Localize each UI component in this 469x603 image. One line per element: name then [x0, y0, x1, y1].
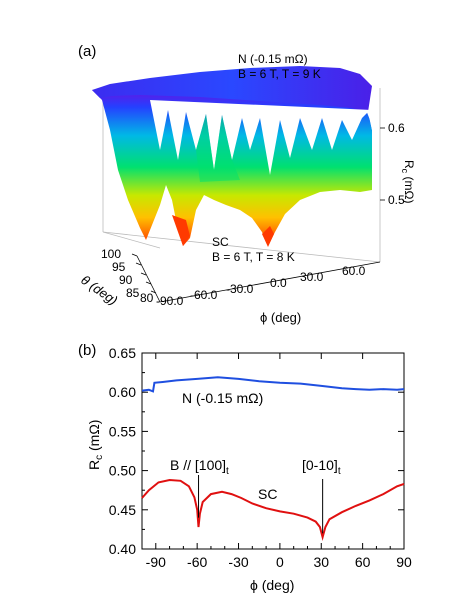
annotation-normal: N (-0.15 mΩ)	[182, 390, 263, 406]
panel-a: (a) N (-0.15 mΩ) B = 6 T, T = 9 K SC B =…	[78, 43, 416, 325]
theta-tick-label: 100	[101, 247, 121, 261]
annotation-sc: SC	[258, 486, 277, 502]
y-tick-label: 0.40	[109, 541, 136, 557]
x-tick-label: -60	[187, 554, 207, 570]
panel-a-label: (a)	[78, 43, 96, 60]
x-tick-label: 0	[276, 554, 284, 570]
surface-spikes	[150, 100, 372, 175]
panel-a-normal-condition: B = 6 T, T = 9 K	[238, 67, 321, 81]
series-line	[141, 376, 405, 393]
x-tick-label: 30	[313, 554, 329, 570]
series-line	[141, 478, 405, 542]
panel-a-normal-label: N (-0.15 mΩ)	[238, 52, 308, 66]
annotation-b-100: B // [100]t	[170, 457, 229, 477]
phi-tick-label: -90.0	[156, 294, 184, 308]
panel-a-box	[102, 88, 381, 263]
theta-axis-label: θ (deg)	[78, 272, 120, 308]
panel-b: (b) 0.40 0.45 0.50 0.55 0.60 0.65 -90 -60 -30 0 3…	[78, 342, 412, 593]
panel-b-label: (b)	[78, 342, 96, 359]
x-tick-label: 90	[396, 554, 412, 570]
y-axis: 0.40 0.45 0.50 0.55 0.60 0.65	[109, 345, 404, 557]
surface-top-face	[92, 66, 372, 112]
panel-a-surface	[92, 66, 372, 247]
y-tick-label: 0.45	[109, 502, 136, 518]
surface-green-valley	[196, 114, 240, 182]
x-tick-label: -30	[228, 554, 248, 570]
x-tick-label: 60	[355, 554, 371, 570]
surface-red-dip-left	[172, 215, 190, 246]
z-axis-label: Rc (mΩ)	[400, 160, 416, 203]
theta-tick-label: 80	[140, 291, 154, 305]
panel-a-sc-label: SC	[212, 235, 229, 249]
y-tick-label: 0.50	[109, 463, 136, 479]
panel-a-z-axis: 0.6 0.5 Rc (mΩ)	[380, 121, 416, 207]
phi-axis-label: ϕ (deg)	[260, 310, 301, 325]
phi-tick-label: -60.0	[190, 288, 218, 302]
x-tick-label: -90	[146, 554, 166, 570]
y-tick-label: 0.55	[109, 423, 136, 439]
panel-a-phi-axis: -90.0 -60.0 -30.0 0.0 30.0 60.0 ϕ (deg)	[156, 261, 381, 325]
annotation-0-10: [0-10]t	[302, 457, 341, 477]
phi-tick-label: 60.0	[342, 264, 366, 278]
y-axis-label: Rc (mΩ)	[86, 420, 105, 470]
theta-tick-label: 85	[126, 286, 140, 300]
surface-red-dip-right	[262, 226, 274, 247]
phi-tick-label: -30.0	[226, 282, 254, 296]
theta-tick-label: 90	[119, 273, 133, 287]
series-layer	[141, 376, 405, 542]
x-axis-label: ϕ (deg)	[250, 577, 294, 593]
phi-tick-label: 0.0	[270, 276, 287, 290]
y-tick-label: 0.65	[109, 345, 136, 361]
x-axis: -90 -60 -30 0 30 60 90	[146, 353, 412, 570]
z-tick-label: 0.6	[388, 121, 405, 135]
panel-a-theta-axis: 100 95 90 85 80 θ (deg)	[78, 247, 161, 308]
y-tick-label: 0.60	[109, 384, 136, 400]
phi-tick-label: 30.0	[300, 270, 324, 284]
z-tick-label: 0.5	[388, 193, 405, 207]
panel-a-sc-condition: B = 6 T, T = 8 K	[212, 250, 295, 264]
theta-tick-label: 95	[112, 260, 126, 274]
